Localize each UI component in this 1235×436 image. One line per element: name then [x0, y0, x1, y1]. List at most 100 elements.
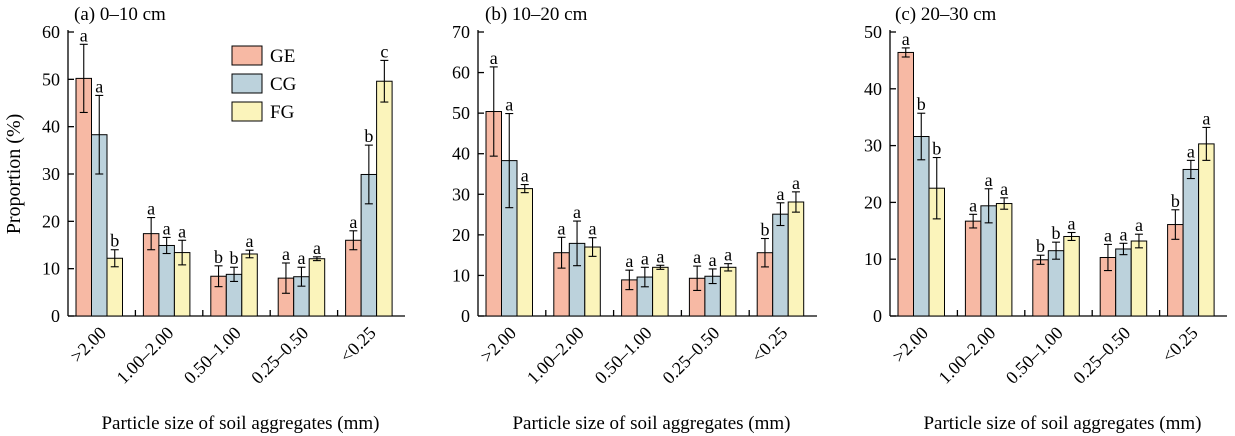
bar-fg [652, 266, 669, 317]
y-tick-label: 60 [452, 63, 470, 83]
significance-letter: a [282, 244, 290, 264]
y-tick-label: 50 [452, 103, 470, 123]
bar-fg [995, 203, 1013, 317]
significance-letter: a [693, 247, 701, 267]
significance-letter: b [214, 247, 223, 267]
bar-cg [1115, 248, 1132, 317]
x-tick-label: <0.25 [1158, 323, 1202, 367]
legend-swatch-fg [231, 101, 263, 122]
y-tick-label: 50 [864, 22, 882, 42]
bar-fg [787, 201, 805, 317]
significance-letter: c [380, 41, 388, 61]
significance-letter: b [917, 94, 926, 114]
x-tick-label: 0.50–1.00 [1002, 323, 1067, 388]
bar-fg [516, 188, 533, 317]
panel-title-c: (c) 20–30 cm [895, 4, 997, 25]
bar-cg [1182, 168, 1200, 317]
significance-letter: a [349, 212, 357, 232]
bar-ge [964, 220, 982, 317]
significance-letter: a [724, 245, 732, 265]
y-tick-label: 20 [452, 225, 470, 245]
bar-fg [1063, 235, 1080, 317]
significance-letter: b [932, 139, 941, 159]
y-axis-label: Proportion (%) [3, 114, 25, 235]
significance-letter: b [1052, 223, 1061, 243]
significance-letter: a [558, 218, 566, 238]
significance-letter: a [1104, 225, 1112, 245]
legend-label-ge: GE [270, 46, 295, 67]
y-tick-label: 40 [452, 144, 470, 164]
bar-fg [1198, 143, 1215, 317]
significance-letter: b [230, 248, 239, 268]
significance-letter: b [110, 231, 119, 251]
significance-letter: a [147, 199, 155, 219]
significance-letter: a [792, 173, 800, 193]
y-tick-label: 30 [452, 184, 470, 204]
significance-letter: a [656, 246, 664, 266]
x-tick-label: 1.00–2.00 [934, 323, 999, 388]
x-tick-label: >2.00 [66, 323, 110, 367]
x-tick-label: 0.50–1.00 [591, 323, 656, 388]
x-tick-label: <0.25 [748, 323, 792, 367]
bar-ge [897, 51, 914, 317]
y-tick-label: 0 [461, 306, 470, 326]
significance-letter: b [760, 220, 769, 240]
significance-letter: b [364, 126, 373, 146]
bar-fg [241, 253, 258, 317]
significance-letter: a [776, 184, 784, 204]
y-tick-label: 20 [864, 192, 882, 212]
x-tick-label: >2.00 [888, 323, 932, 367]
bar-fg [719, 266, 737, 317]
significance-letter: b [1036, 236, 1045, 256]
bar-cg [772, 213, 789, 317]
y-tick-label: 0 [51, 306, 60, 326]
y-tick-label: 60 [42, 22, 60, 42]
bar-fg [376, 80, 393, 317]
bar-cg [913, 136, 930, 317]
panel-b: (b) 10–20 cm010203040506070aaa>2.00aaa1.… [452, 4, 817, 434]
significance-letter: a [1202, 108, 1210, 128]
significance-letter: a [625, 251, 633, 271]
significance-letter: b [1171, 191, 1180, 211]
x-tick-label: 0.25–0.50 [1069, 323, 1134, 388]
y-tick-label: 50 [42, 69, 60, 89]
bar-fg [1130, 240, 1148, 317]
y-tick-label: 30 [42, 164, 60, 184]
significance-letter: a [902, 29, 910, 49]
significance-letter: a [1068, 214, 1076, 234]
significance-letter: a [641, 248, 649, 268]
bar-cg [1047, 250, 1065, 317]
significance-letter: a [80, 25, 88, 45]
legend-label-fg: FG [270, 102, 295, 123]
x-tick-label: 0.25–0.50 [247, 323, 312, 388]
legend: GE CG FG [231, 45, 297, 123]
bar-cg [158, 244, 175, 317]
significance-letter: a [709, 250, 717, 270]
significance-letter: a [1000, 179, 1008, 199]
significance-letter: a [505, 95, 513, 115]
bar-ge [1032, 259, 1049, 317]
x-tick-label: <0.25 [336, 323, 380, 367]
significance-letter: a [1119, 224, 1127, 244]
x-axis-label: Particle size of soil aggregates (mm) [923, 413, 1201, 434]
significance-letter: a [178, 221, 186, 241]
x-axis-label: Particle size of soil aggregates (mm) [512, 413, 790, 434]
bar-ge [345, 239, 362, 317]
significance-letter: a [1187, 141, 1195, 161]
significance-letter: a [313, 238, 321, 258]
y-tick-label: 20 [42, 211, 60, 231]
y-tick-label: 40 [42, 117, 60, 137]
y-tick-label: 40 [864, 79, 882, 99]
x-axis-label: Particle size of soil aggregates (mm) [101, 413, 379, 434]
legend-swatch-cg [231, 73, 263, 94]
bar-ge [75, 77, 92, 317]
y-tick-label: 10 [452, 265, 470, 285]
y-tick-label: 10 [42, 259, 60, 279]
y-tick-label: 70 [452, 22, 470, 42]
x-tick-label: 0.50–1.00 [180, 323, 245, 388]
x-tick-label: 0.25–0.50 [658, 323, 723, 388]
bar-fg [584, 246, 601, 317]
panel-title-b: (b) 10–20 cm [485, 4, 588, 25]
legend-swatch-ge [231, 45, 263, 66]
